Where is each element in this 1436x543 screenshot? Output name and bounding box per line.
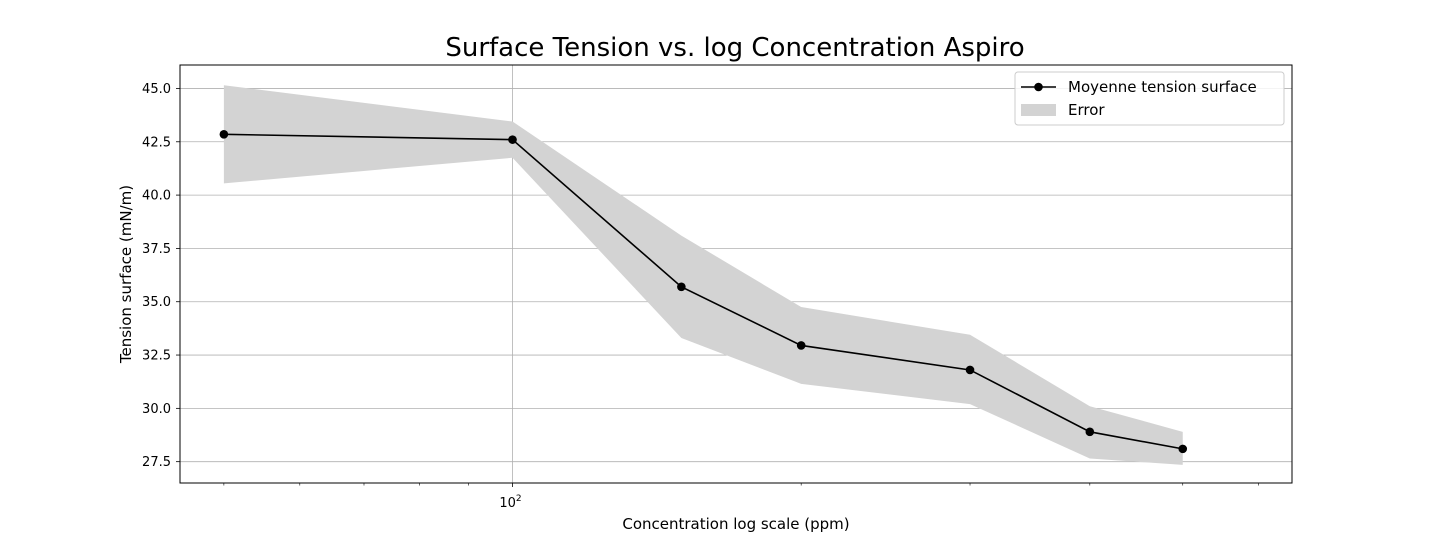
data-point (677, 282, 686, 292)
data-point (1085, 427, 1095, 437)
x-axis-label: Concentration log scale (ppm) (622, 515, 849, 533)
plot-frame (179, 64, 1293, 484)
x-tick-label: 102 (499, 494, 521, 511)
data-point (965, 365, 975, 375)
legend: Moyenne tension surface Error (1014, 71, 1285, 126)
data-points (219, 130, 1188, 454)
y-tick-label: 32.5 (142, 349, 171, 364)
legend-marker-swatch (1034, 82, 1043, 92)
legend-box (1014, 71, 1285, 126)
y-tick-label: 42.5 (142, 135, 171, 150)
y-tick-label: 40.0 (142, 189, 171, 204)
data-point (796, 341, 806, 350)
y-tick-label: 30.0 (142, 402, 171, 417)
data-point (508, 135, 517, 144)
y-axis-label: Tension surface (mN/m) (117, 185, 135, 364)
data-point (1178, 444, 1188, 454)
legend-label: Error (1068, 101, 1105, 119)
data-point (219, 130, 229, 139)
error-band (223, 85, 1183, 465)
chart-title: Surface Tension vs. log Concentration As… (445, 33, 1024, 63)
y-tick-label: 27.5 (142, 455, 171, 470)
error-band-layer (223, 85, 1183, 465)
y-tick-label: 37.5 (142, 242, 171, 257)
legend-label: Moyenne tension surface (1068, 78, 1257, 96)
y-tick-label: 35.0 (142, 295, 171, 310)
y-tick-label: 45.0 (142, 82, 171, 97)
legend-band-swatch (1021, 104, 1056, 116)
